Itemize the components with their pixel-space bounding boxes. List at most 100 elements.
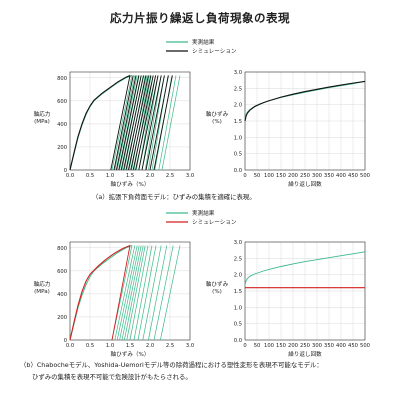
x-tick-label: 250	[300, 343, 310, 349]
x-tick-label: 1.0	[106, 343, 114, 349]
cycle-line-simulation	[149, 75, 169, 171]
y-tick-label: 3.0	[234, 240, 242, 246]
cycle-line-experiment	[133, 245, 153, 341]
x-tick-label: 350	[324, 343, 334, 349]
y-tick-label: 2.5	[234, 256, 242, 262]
cycle-line-simulation	[135, 75, 157, 171]
y-tick-label: 0	[64, 168, 67, 174]
x-tick-label: 0.0	[66, 343, 74, 349]
y-tick-label: 1.0	[234, 305, 242, 311]
y-tick-label: 2.5	[234, 86, 242, 92]
cycle-line-experiment	[129, 245, 149, 341]
cycle-line-experiment	[161, 75, 181, 171]
x-tick-label: 0.5	[86, 173, 94, 179]
y-tick-label: 400	[57, 292, 67, 298]
x-tick-label: 350	[324, 173, 334, 179]
x-tick-label: 2.5	[166, 173, 174, 179]
cycle-line-experiment	[141, 75, 159, 171]
y-tick-label: 0.0	[234, 338, 242, 344]
x-tick-label: 1.5	[126, 173, 134, 179]
x-tick-label: 100	[264, 343, 274, 349]
cycle-line-experiment	[114, 75, 136, 171]
x-tick-label: 0.5	[86, 343, 94, 349]
series-line-experiment	[244, 251, 366, 285]
x-tick-label: 150	[276, 173, 286, 179]
x-tick-label: 50	[254, 173, 261, 179]
cycle-line-experiment	[116, 75, 138, 171]
cycle-line-simulation	[127, 75, 149, 171]
cycle-line-simulation	[141, 75, 162, 171]
cycle-line-simulation	[110, 75, 131, 171]
y-axis-label: (MPa)	[34, 119, 50, 125]
cycle-line-simulation	[130, 75, 152, 171]
y-axis-label: 軸ひずみ	[206, 110, 229, 118]
cycle-line-experiment	[137, 245, 157, 341]
cycle-line-simulation	[153, 75, 173, 171]
x-axis-label: 軸ひずみ（%）	[111, 350, 150, 358]
cycle-line-simulation	[115, 75, 137, 171]
plot-frame	[69, 71, 191, 171]
y-tick-label: 200	[57, 145, 67, 151]
cycle-line-experiment	[153, 245, 174, 341]
cycle-line-simulation	[111, 245, 131, 341]
cycle-line-simulation	[125, 75, 147, 171]
cycle-line-simulation	[120, 75, 142, 171]
loading-curve-simulation	[69, 74, 131, 171]
cycle-line-simulation	[138, 75, 159, 171]
x-tick-label: 2.0	[146, 343, 154, 349]
y-tick-label: 0.5	[234, 322, 242, 328]
x-tick-label: 250	[300, 173, 310, 179]
cycle-line-experiment	[111, 75, 133, 171]
legend-label: シミュレーション	[192, 49, 237, 55]
y-axis-label: 軸ひずみ	[206, 280, 229, 288]
caption-b-line1: （b）Chabocheモデル、Yoshida-Uemoriモデル等の除荷過程にお…	[20, 361, 323, 369]
x-axis-label: 繰り返し回数	[288, 180, 322, 188]
y-tick-label: 1.5	[234, 289, 242, 295]
y-tick-label: 800	[57, 76, 67, 82]
y-tick-label: 2.0	[234, 103, 242, 109]
x-tick-label: 200	[288, 343, 298, 349]
x-tick-label: 450	[348, 343, 358, 349]
cycle-line-experiment	[126, 245, 146, 341]
legend-label: 実測結果	[192, 38, 215, 46]
y-axis-label: (%)	[212, 289, 222, 295]
cycle-line-experiment	[158, 75, 177, 171]
x-tick-label: 400	[336, 343, 346, 349]
y-tick-label: 0.5	[234, 152, 242, 158]
caption-a: （a）拡張下負荷面モデル：ひずみの集積を適確に表現。	[92, 193, 256, 201]
y-tick-label: 3.0	[234, 70, 242, 76]
plot-frame	[244, 241, 366, 341]
cycle-line-experiment	[148, 245, 168, 341]
cycle-line-experiment	[119, 75, 140, 171]
x-tick-label: 2.5	[166, 343, 174, 349]
x-axis-label: 繰り返し回数	[288, 350, 322, 358]
y-axis-label: 軸応力	[34, 280, 51, 288]
series-line-simulation	[244, 80, 366, 122]
x-tick-label: 1.0	[106, 173, 114, 179]
cycle-line-experiment	[114, 245, 136, 341]
cycle-line-experiment	[144, 75, 162, 171]
cycle-line-simulation	[123, 75, 145, 171]
x-tick-label: 200	[288, 173, 298, 179]
y-tick-label: 800	[57, 246, 67, 252]
x-tick-label: 400	[336, 173, 346, 179]
legend-label: 実測結果	[192, 209, 215, 217]
y-tick-label: 600	[57, 99, 67, 105]
x-tick-label: 0.0	[66, 173, 74, 179]
loading-curve-simulation	[69, 244, 131, 341]
cycle-line-experiment	[142, 245, 162, 341]
y-axis-label: (MPa)	[34, 289, 50, 295]
y-tick-label: 600	[57, 269, 67, 275]
x-tick-label: 3.0	[186, 343, 194, 349]
x-tick-label: 300	[312, 343, 322, 349]
figure-title: 応力片振り繰返し負荷現象の表現	[110, 11, 290, 25]
x-tick-label: 100	[264, 173, 274, 179]
x-tick-label: 3.0	[186, 173, 194, 179]
x-tick-label: 300	[312, 173, 322, 179]
cycle-line-experiment	[119, 245, 140, 341]
